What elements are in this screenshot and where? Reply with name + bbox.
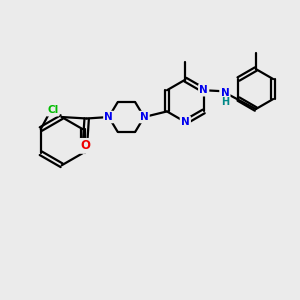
Text: N: N — [181, 117, 190, 127]
Text: N: N — [220, 88, 229, 98]
Text: H: H — [221, 97, 230, 107]
Text: N: N — [104, 112, 113, 122]
Text: O: O — [80, 140, 90, 152]
Text: N: N — [199, 85, 208, 95]
Text: Cl: Cl — [47, 105, 58, 115]
Text: N: N — [140, 112, 148, 122]
